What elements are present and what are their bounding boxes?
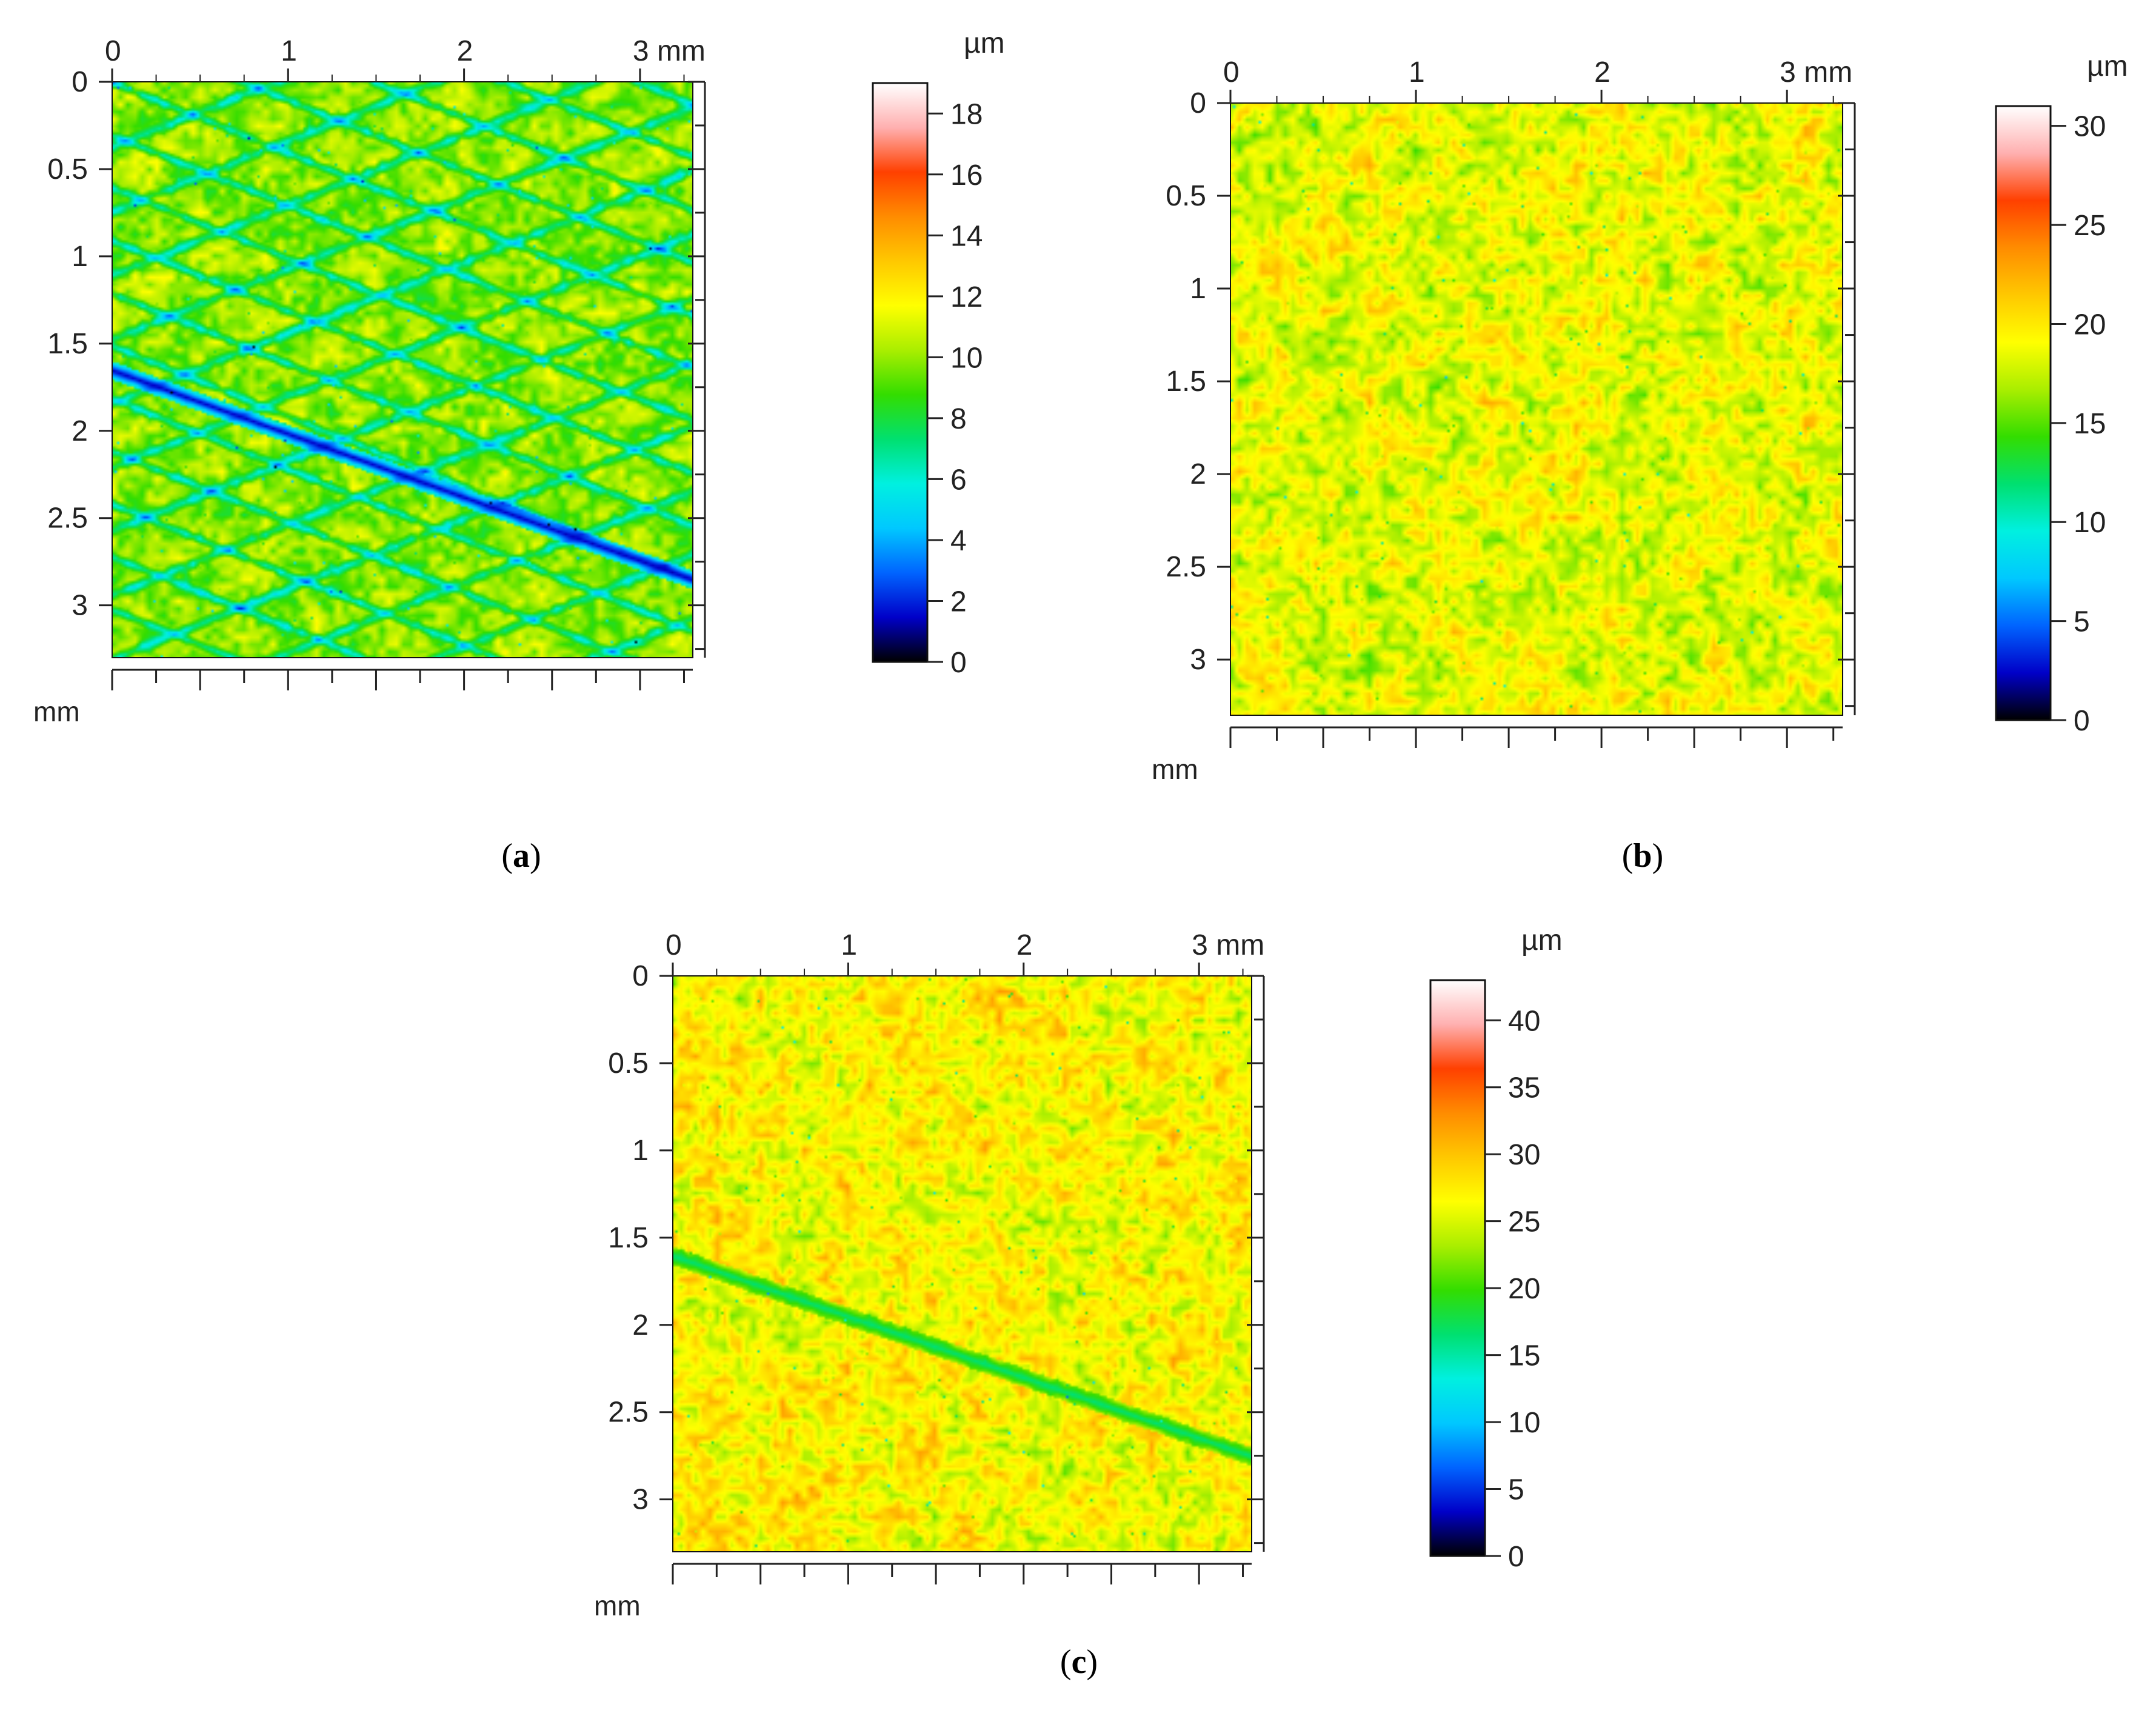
colorbar-tick-label: 14: [950, 220, 983, 252]
panel-c-frame: [672, 975, 1252, 1552]
colorbar-tick-label: 15: [2074, 408, 2106, 440]
colorbar-tick-label: 10: [2074, 507, 2106, 539]
colorbar-tick-label: 30: [1508, 1139, 1540, 1171]
colorbar-tick-label: 0: [2074, 705, 2090, 737]
y-unit-label: mm: [1152, 753, 1198, 785]
y-tick-label: 1: [632, 1135, 649, 1167]
colorbar-tick-label: 4: [950, 525, 967, 557]
colorbar-tick-label: 25: [1508, 1206, 1540, 1238]
colorbar-tick-label: 2: [950, 586, 967, 618]
y-tick-label: 3: [72, 590, 88, 622]
y-tick-label: 1: [72, 241, 88, 273]
x-tick-label: 2: [457, 35, 473, 67]
x-tick-label: 1: [841, 929, 857, 961]
colorbar-unit-label: µm: [964, 27, 1005, 59]
panel-b-frame: [1230, 102, 1843, 716]
y-tick-label: 2: [1190, 458, 1206, 490]
y-tick-label: 0: [72, 66, 88, 98]
y-unit-label: mm: [594, 1590, 641, 1621]
panel-b-colorbar: [1995, 105, 2052, 721]
x-tick-label: 0: [105, 35, 121, 67]
panel-b: 0 1 2 3 mm 0 0.5 1 1.5 2 2.5 3 mm µm 0 5 10 15 20 25 30: [1152, 50, 2128, 785]
y-tick-label: 3: [632, 1484, 649, 1516]
colorbar-tick-label: 30: [2074, 111, 2106, 143]
y-tick-label: 2: [632, 1309, 649, 1341]
colorbar-tick-label: 35: [1508, 1072, 1540, 1104]
colorbar-unit-label: µm: [1521, 924, 1563, 956]
colorbar-tick-label: 6: [950, 464, 967, 496]
panel-c-caption: (c): [1060, 1643, 1098, 1681]
y-tick-label: 0: [632, 960, 649, 992]
y-tick-label: 0.5: [1166, 180, 1206, 212]
colorbar-tick-label: 15: [1508, 1340, 1540, 1372]
x-tick-label: 0: [1223, 56, 1240, 88]
x-tick-label: 0: [666, 929, 682, 961]
panel-a-heatmap: [112, 82, 693, 658]
colorbar-tick-label: 12: [950, 281, 983, 313]
x-tick-label: 1: [1409, 56, 1425, 88]
y-tick-label: 0.5: [608, 1047, 649, 1080]
panel-a-caption: (a): [501, 837, 541, 875]
x-tick-label: 3 mm: [1192, 929, 1264, 961]
colorbar-unit-label: µm: [2087, 50, 2128, 82]
y-tick-label: 1.5: [47, 328, 88, 360]
panel-c: 0 1 2 3 mm 0 0.5 1 1.5 2 2.5 3 mm µm 0 5 10 15 20 25 30 35 40: [594, 924, 1563, 1621]
panel-c-heatmap: [673, 976, 1252, 1552]
y-tick-label: 1.5: [608, 1222, 649, 1254]
panel-b-heatmap: [1230, 103, 1843, 715]
x-tick-label: 1: [281, 35, 297, 67]
panel-a-frame: [112, 81, 693, 658]
y-tick-label: 2.5: [1166, 551, 1206, 583]
y-tick-label: 2: [72, 415, 88, 447]
y-tick-label: 0.5: [47, 153, 88, 185]
x-tick-label: 3 mm: [1780, 56, 1852, 88]
colorbar-tick-label: 18: [950, 98, 983, 130]
panel-c-colorbar: [1429, 979, 1486, 1557]
colorbar-tick-label: 0: [1508, 1541, 1524, 1573]
y-tick-label: 1.5: [1166, 366, 1206, 398]
colorbar-tick-label: 0: [950, 647, 967, 679]
y-tick-label: 2.5: [47, 502, 88, 535]
y-tick-label: 2.5: [608, 1397, 649, 1429]
colorbar-tick-label: 25: [2074, 210, 2106, 242]
colorbar-tick-label: 10: [1508, 1407, 1540, 1439]
y-tick-label: 1: [1190, 273, 1206, 305]
colorbar-tick-label: 20: [2074, 309, 2106, 341]
colorbar-tick-label: 40: [1508, 1005, 1540, 1037]
y-tick-label: 3: [1190, 644, 1206, 676]
panel-a-colorbar: [872, 82, 929, 663]
colorbar-tick-label: 16: [950, 159, 983, 192]
colorbar-tick-label: 5: [1508, 1474, 1524, 1506]
colorbar-tick-label: 10: [950, 342, 983, 374]
x-tick-label: 2: [1016, 929, 1033, 961]
colorbar-tick-label: 8: [950, 403, 967, 435]
colorbar-tick-label: 5: [2074, 606, 2090, 638]
y-tick-label: 0: [1190, 87, 1206, 119]
colorbar-tick-label: 20: [1508, 1273, 1540, 1305]
panel-b-caption: (b): [1621, 837, 1664, 875]
y-unit-label: mm: [33, 696, 80, 727]
x-tick-label: 3 mm: [633, 35, 706, 67]
x-tick-label: 2: [1594, 56, 1610, 88]
